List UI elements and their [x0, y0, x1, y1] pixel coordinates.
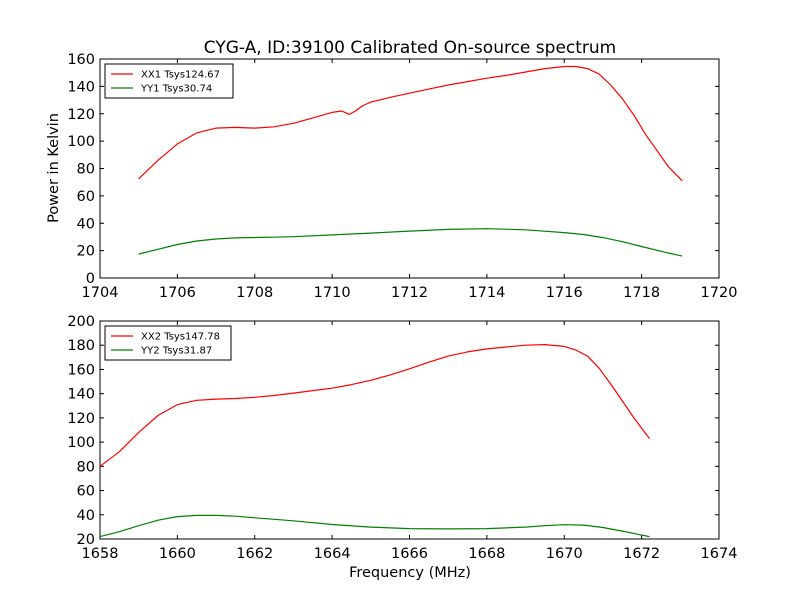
y-tick-label: 100 [67, 435, 95, 451]
legend: XX2 Tsys147.78 YY2 Tsys31.87 [104, 325, 232, 361]
y-tick-label: 40 [77, 216, 95, 232]
legend-entry-label: XX2 Tsys147.78 [141, 332, 220, 343]
legend-entry-label: XX1 Tsys124.67 [141, 70, 220, 81]
y-tick-label: 100 [67, 134, 95, 150]
y-tick-label: 20 [77, 244, 95, 260]
series-line-xx1 [138, 65, 683, 182]
x-tick-label: 1716 [546, 285, 583, 301]
x-tick-label: 1674 [701, 546, 738, 562]
y-tick-label: 20 [77, 532, 95, 548]
x-tick-label: 1664 [314, 546, 351, 562]
x-tick-label: 1672 [623, 546, 660, 562]
y-tick-label: 0 [86, 271, 95, 287]
x-tick-label: 1712 [391, 285, 428, 301]
y-tick-label: 120 [67, 107, 95, 123]
y-tick-label: 60 [77, 189, 95, 205]
x-tick-label: 1710 [314, 285, 351, 301]
top-plot-xx1-yy1: 1704 1706 1708 1710 1712 1714 1716 1718 1720 0 20 4… [67, 52, 737, 301]
bottom-plot-xx2-yy2: 1658 1660 1662 1664 1666 1668 1670 1672 1674 20 40… [67, 314, 737, 562]
y-tick-label: 180 [67, 338, 95, 354]
legend-entry-label: YY2 Tsys31.87 [140, 346, 212, 357]
x-tick-label: 1708 [236, 285, 273, 301]
y-tick-label: 120 [67, 411, 95, 427]
y-tick-label: 160 [67, 362, 95, 378]
y-tick-label: 80 [77, 162, 95, 178]
y-axis-label: Power in Kelvin [46, 113, 62, 223]
legend-box [104, 63, 234, 99]
x-tick-label: 1666 [391, 546, 428, 562]
x-tick-label: 1668 [468, 546, 505, 562]
series-line-xx2 [99, 344, 650, 467]
series-line-yy1 [138, 228, 683, 257]
x-tick-label: 1704 [82, 285, 119, 301]
y-tick-label: 160 [67, 52, 95, 68]
x-tick-label: 1660 [159, 546, 196, 562]
y-tick-label: 80 [77, 459, 95, 475]
legend-entry-label: YY1 Tsys30.74 [140, 84, 212, 95]
y-tick-label: 200 [67, 314, 95, 330]
y-tick-label: 140 [67, 79, 95, 95]
legend: XX1 Tsys124.67 YY1 Tsys30.74 [104, 63, 234, 99]
y-tick-label: 60 [77, 484, 95, 500]
x-tick-label: 1718 [623, 285, 660, 301]
x-tick-label: 1658 [82, 546, 119, 562]
x-tick-label: 1714 [468, 285, 505, 301]
x-tick-label: 1662 [236, 546, 273, 562]
x-axis-label: Frequency (MHz) [349, 565, 471, 581]
x-tick-label: 1720 [701, 285, 738, 301]
x-tick-label: 1670 [546, 546, 583, 562]
series-line-yy2 [99, 514, 650, 538]
y-tick-label: 40 [77, 508, 95, 524]
x-tick-label: 1706 [159, 285, 196, 301]
y-tick-label: 140 [67, 387, 95, 403]
figure-title: CYG-A, ID:39100 Calibrated On-source spe… [204, 38, 616, 58]
legend-box [104, 325, 232, 361]
